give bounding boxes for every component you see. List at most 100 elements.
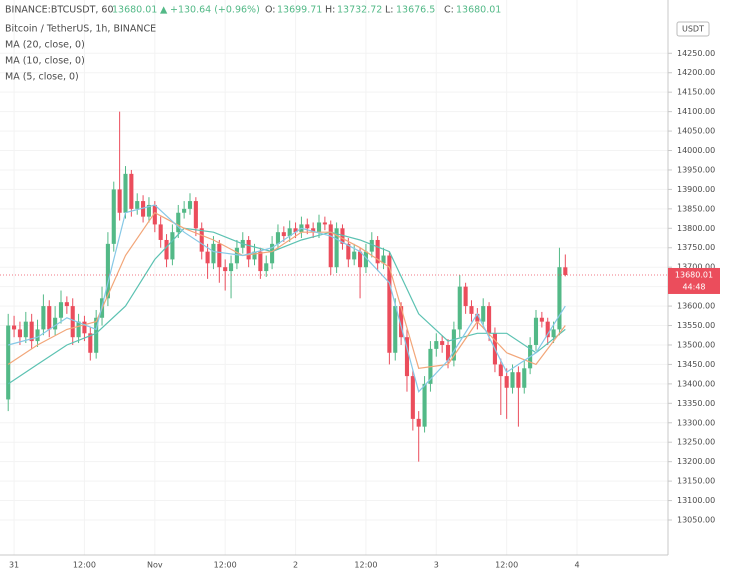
candle-body bbox=[117, 189, 122, 213]
candle-body bbox=[223, 267, 228, 272]
ohlc-prefix: O: bbox=[265, 5, 276, 16]
y-tick-label: 13900.00 bbox=[677, 185, 715, 194]
x-tick-label: 12:00 bbox=[495, 561, 518, 570]
y-tick-label: 13250.00 bbox=[677, 438, 715, 447]
candle-body bbox=[352, 251, 357, 260]
symbol: BINANCE:BTCUSDT, 60 bbox=[5, 5, 114, 16]
candle-body bbox=[522, 368, 527, 388]
candle-body bbox=[404, 337, 410, 377]
candle-body bbox=[358, 251, 363, 268]
candle-body bbox=[23, 321, 28, 338]
y-tick-label: 13950.00 bbox=[677, 165, 715, 174]
candle-body bbox=[94, 317, 99, 353]
change: +130.64 (+0.96%) bbox=[170, 5, 260, 16]
candle-body bbox=[64, 302, 69, 307]
candle-body bbox=[164, 239, 169, 260]
candle-body bbox=[533, 317, 539, 345]
y-tick-label: 13150.00 bbox=[677, 477, 715, 486]
candle-body bbox=[29, 321, 34, 342]
y-tick-label: 13050.00 bbox=[677, 515, 715, 524]
candle-body bbox=[557, 267, 562, 330]
candle-body bbox=[41, 306, 46, 330]
y-tick-label: 13750.00 bbox=[677, 243, 715, 252]
candle-body bbox=[47, 306, 52, 330]
candle-body bbox=[275, 232, 281, 244]
y-tick-label: 13500.00 bbox=[677, 340, 715, 349]
y-tick-label: 14050.00 bbox=[677, 127, 715, 136]
candle-body bbox=[53, 317, 58, 330]
ohlc-open: 13699.71 bbox=[277, 5, 322, 16]
candle-body bbox=[539, 317, 544, 322]
candle-body bbox=[346, 243, 351, 260]
y-tick-label: 14000.00 bbox=[677, 146, 715, 155]
candle-body bbox=[187, 201, 193, 209]
y-tick-label: 14200.00 bbox=[677, 68, 715, 77]
y-tick-label: 13600.00 bbox=[677, 302, 715, 311]
candle-body bbox=[281, 232, 286, 237]
y-tick-label: 14250.00 bbox=[677, 49, 715, 58]
candle-body bbox=[270, 243, 275, 264]
candle-body bbox=[369, 239, 374, 252]
candle-body bbox=[152, 204, 157, 225]
candle-body bbox=[211, 243, 216, 264]
candle-body bbox=[545, 321, 550, 338]
candle-body bbox=[504, 376, 509, 388]
y-tick-label: 13200.00 bbox=[677, 457, 715, 466]
candle-body bbox=[287, 228, 292, 237]
ma-line bbox=[7, 227, 566, 385]
candle-body bbox=[205, 251, 210, 264]
candle-body bbox=[434, 341, 439, 349]
candle-body bbox=[510, 372, 515, 388]
y-tick-label: 13100.00 bbox=[677, 496, 715, 505]
candle-body bbox=[170, 232, 175, 260]
candle-body bbox=[35, 329, 40, 342]
candle-body bbox=[451, 329, 456, 361]
candle-body bbox=[293, 228, 298, 233]
candle-body bbox=[375, 239, 380, 264]
candle-body bbox=[88, 333, 93, 353]
candle-body bbox=[328, 224, 333, 268]
y-tick-label: 13450.00 bbox=[677, 360, 715, 369]
y-tick-label: 13300.00 bbox=[677, 418, 715, 427]
candle-body bbox=[111, 189, 116, 244]
y-tick-label: 13400.00 bbox=[677, 379, 715, 388]
y-tick-label: 13550.00 bbox=[677, 321, 715, 330]
last-price: 13680.01 bbox=[112, 5, 157, 16]
candle-body bbox=[193, 201, 198, 229]
x-tick-label: 4 bbox=[574, 561, 579, 570]
candle-body bbox=[475, 313, 480, 322]
candle-body bbox=[311, 228, 316, 233]
legend-entry: MA (5, close, 0) bbox=[5, 72, 79, 83]
ohlc-prefix: H: bbox=[325, 5, 335, 16]
candle-body bbox=[105, 243, 110, 299]
candle-body bbox=[363, 251, 368, 268]
candle-body bbox=[70, 306, 75, 338]
candle-body bbox=[457, 286, 462, 330]
candle-body bbox=[12, 325, 17, 330]
ohlc-low: 13676.5 bbox=[396, 5, 435, 16]
candle-body bbox=[158, 224, 163, 240]
candle-body bbox=[445, 344, 451, 361]
candle-body bbox=[498, 364, 503, 377]
candle-body bbox=[176, 212, 181, 233]
candle-body bbox=[234, 247, 239, 264]
candle-body bbox=[6, 325, 11, 400]
candle-body bbox=[135, 201, 140, 209]
x-tick-label: 3 bbox=[434, 561, 439, 570]
candle-body bbox=[123, 173, 128, 213]
candle-body bbox=[146, 204, 152, 217]
grid bbox=[0, 0, 668, 555]
candle-body bbox=[487, 306, 492, 334]
y-tick-label: 14150.00 bbox=[677, 88, 715, 97]
candle-body bbox=[228, 263, 234, 272]
x-tick-label: 2 bbox=[293, 561, 298, 570]
ma-line bbox=[8, 204, 566, 393]
candle-body bbox=[340, 228, 345, 244]
ohlc-close: 13680.01 bbox=[456, 5, 501, 16]
candle-body bbox=[58, 302, 64, 318]
candle-body bbox=[129, 173, 134, 209]
candle-body bbox=[199, 228, 204, 252]
candle-body bbox=[252, 251, 257, 260]
change-arrow: ▲ bbox=[160, 5, 168, 16]
